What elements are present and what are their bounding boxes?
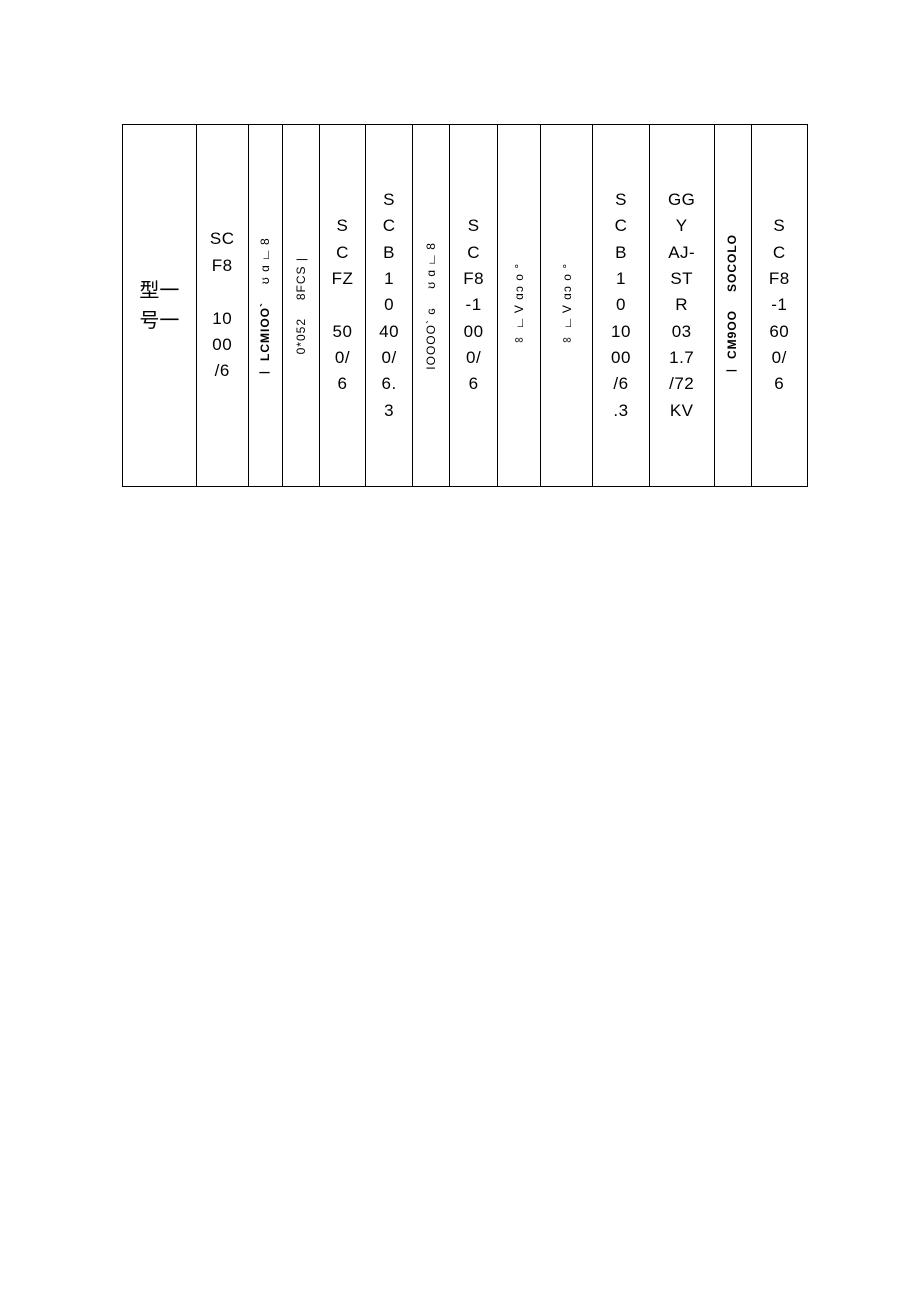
seg: SOCOLO [725, 234, 739, 292]
cell-10: S C B 1 0 10 00 /6 .3 [593, 125, 649, 487]
cell-1: SC F8 10 00 /6 [196, 125, 248, 487]
cell-text: SC F8 10 00 /6 [199, 226, 246, 384]
cell-5: S C B 1 0 40 0/ 6. 3 [365, 125, 413, 487]
cell-2: ʊ ɑ ட 8 ㅡ LCMIOO` [248, 125, 283, 487]
cell-stack: 8FCS | 0*052 [285, 129, 317, 482]
cell-text: GG Y AJ- ST R 03 1.7 /72 KV [652, 187, 712, 424]
cell-text: S C B 1 0 40 0/ 6. 3 [368, 187, 411, 424]
cell-4: S C FZ 50 0/ 6 [320, 125, 366, 487]
cell-text: S C F8 -1 60 0/ 6 [754, 213, 805, 397]
cell-stack: ∞ ட V ɑɔ o ° [543, 129, 590, 482]
cell-6: ʊ ɑ ட 8 IOOOO` ɢ [413, 125, 450, 487]
line: 号一 [125, 306, 194, 336]
cell-text: S C B 1 0 10 00 /6 .3 [595, 187, 646, 424]
cell-text: S C F8 -1 00 0/ 6 [452, 213, 495, 397]
seg: ∞ ட V ɑɔ o ° [512, 263, 526, 347]
cell-9: ∞ ட V ɑɔ o ° [541, 125, 593, 487]
cell-text: 型一 号一 [125, 276, 194, 336]
cell-3: 8FCS | 0*052 [283, 125, 320, 487]
cell-stack: ∞ ட V ɑɔ o ° [500, 129, 538, 482]
seg: ㅡ CM9OO [725, 310, 739, 376]
cell-stack: SOCOLO ㅡ CM9OO [717, 129, 749, 482]
seg: 0*052 [294, 318, 308, 354]
seg: ㅡ LCMIOO` [258, 302, 272, 378]
cell-model-label: 型一 号一 [123, 125, 197, 487]
cell-stack: ʊ ɑ ட 8 IOOOO` ɢ [415, 129, 447, 482]
cell-13: S C F8 -1 60 0/ 6 [751, 125, 807, 487]
cell-12: SOCOLO ㅡ CM9OO [714, 125, 751, 487]
cell-11: GG Y AJ- ST R 03 1.7 /72 KV [649, 125, 714, 487]
seg: ʊ ɑ ட 8 [424, 242, 438, 289]
table-container: 型一 号一 SC F8 10 00 /6 ʊ ɑ ட 8 ㅡ LCMIOO` 8… [122, 124, 808, 487]
data-table: 型一 号一 SC F8 10 00 /6 ʊ ɑ ட 8 ㅡ LCMIOO` 8… [122, 124, 808, 487]
line: 型一 [125, 276, 194, 306]
seg: ∞ ட V ɑɔ o ° [560, 263, 574, 347]
seg: 8FCS | [294, 257, 308, 300]
cell-8: ∞ ட V ɑɔ o ° [497, 125, 540, 487]
table-row: 型一 号一 SC F8 10 00 /6 ʊ ɑ ட 8 ㅡ LCMIOO` 8… [123, 125, 808, 487]
cell-7: S C F8 -1 00 0/ 6 [450, 125, 498, 487]
cell-stack: ʊ ɑ ட 8 ㅡ LCMIOO` [251, 129, 281, 482]
seg: IOOOO` ɢ [424, 307, 438, 370]
seg: ʊ ɑ ட 8 [258, 233, 272, 284]
cell-text: S C FZ 50 0/ 6 [322, 213, 363, 397]
